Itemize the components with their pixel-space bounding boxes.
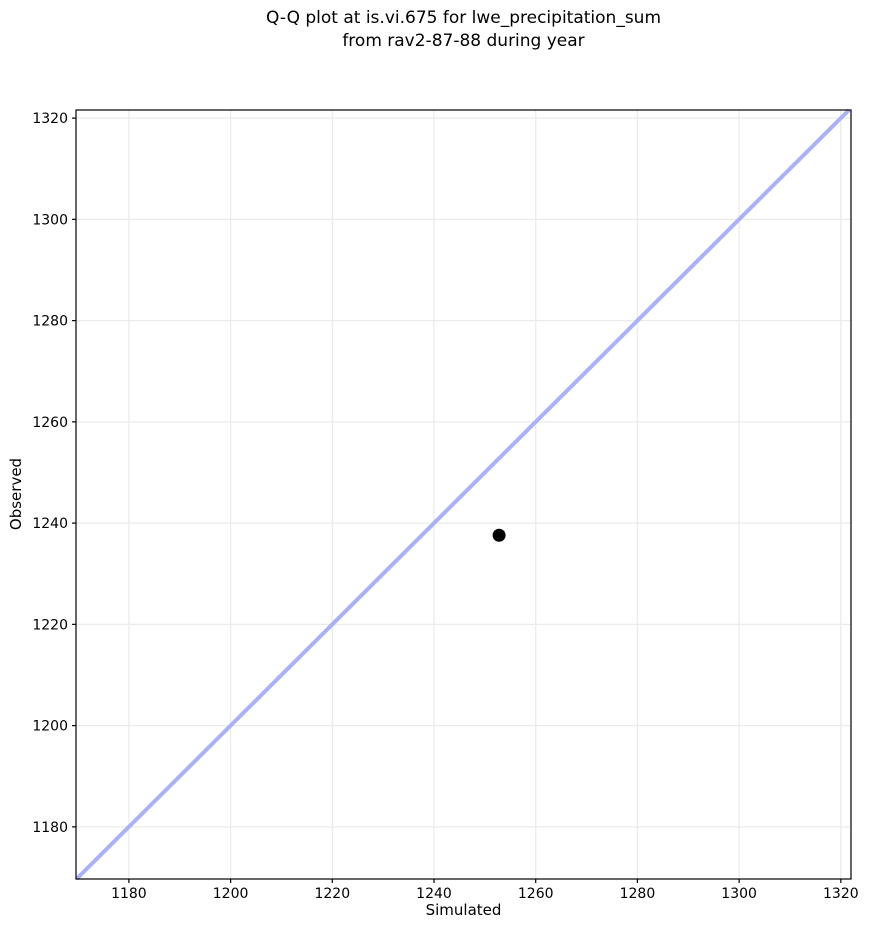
y-tick-label: 1200 bbox=[32, 719, 68, 735]
identity-line bbox=[75, 108, 851, 881]
y-tick-label: 1220 bbox=[32, 617, 68, 633]
chart-title-line2: from rav2-87-88 during year bbox=[342, 31, 585, 51]
y-tick-label: 1320 bbox=[32, 111, 68, 127]
y-tick-label: 1280 bbox=[32, 314, 68, 330]
x-tick-label: 1260 bbox=[518, 886, 554, 902]
x-tick-label: 1220 bbox=[314, 886, 350, 902]
plot-border bbox=[75, 109, 852, 880]
x-tick-label: 1300 bbox=[721, 886, 757, 902]
chart-title-line1: Q-Q plot at is.vi.675 for lwe_precipitat… bbox=[265, 8, 662, 28]
x-tick-label: 1200 bbox=[213, 886, 249, 902]
y-tick-label: 1300 bbox=[32, 212, 68, 228]
y-tick-label: 1180 bbox=[32, 820, 68, 836]
x-axis-label: Simulated bbox=[425, 901, 502, 919]
x-tick-label: 1240 bbox=[416, 886, 452, 902]
y-tick-label: 1260 bbox=[32, 415, 68, 431]
y-tick-label: 1240 bbox=[32, 516, 68, 532]
chart-title: Q-Q plot at is.vi.675 for lwe_precipitat… bbox=[76, 7, 851, 53]
x-tick-label: 1280 bbox=[620, 886, 656, 902]
x-tick-label: 1320 bbox=[823, 886, 859, 902]
data-point bbox=[492, 528, 506, 542]
y-axis-label: Observed bbox=[7, 457, 25, 531]
x-tick-label: 1180 bbox=[111, 886, 147, 902]
